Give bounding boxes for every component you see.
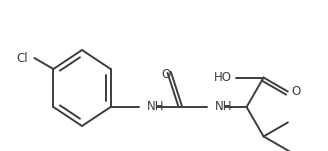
Text: O: O [292,85,301,98]
Text: NH: NH [215,101,232,114]
Text: HO: HO [214,71,232,84]
Text: O: O [161,68,170,81]
Text: NH: NH [147,101,164,114]
Text: Cl: Cl [17,51,28,64]
